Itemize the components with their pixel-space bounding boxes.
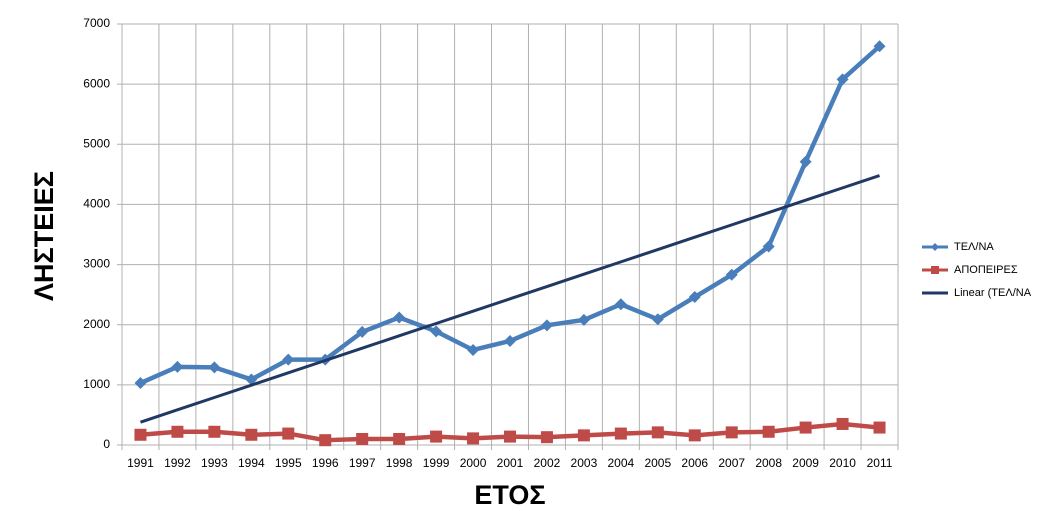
marker bbox=[762, 425, 775, 438]
legend-label: ΑΠΟΠΕΙΡΕΣ bbox=[954, 264, 1018, 276]
x-tick-label: 2002 bbox=[534, 456, 561, 470]
marker bbox=[393, 432, 406, 445]
y-tick-label: 1000 bbox=[83, 377, 110, 391]
marker bbox=[762, 240, 775, 253]
y-axis-label: ΛΗΣΤΕΙΕΣ bbox=[29, 171, 59, 301]
x-tick-label: 2008 bbox=[755, 456, 782, 470]
marker bbox=[430, 325, 443, 338]
y-tick-label: 6000 bbox=[83, 76, 110, 90]
x-tick-label: 1997 bbox=[349, 456, 376, 470]
y-tick-label: 4000 bbox=[83, 197, 110, 211]
marker bbox=[504, 430, 516, 443]
marker bbox=[836, 417, 849, 430]
marker bbox=[356, 432, 369, 445]
x-tick-label: 2005 bbox=[644, 456, 671, 470]
legend-label: ΤΕΛ/ΝΑ bbox=[954, 241, 994, 253]
marker bbox=[873, 421, 886, 434]
x-tick-label: 2003 bbox=[571, 456, 598, 470]
marker bbox=[540, 431, 553, 444]
series-line bbox=[139, 44, 882, 386]
marker bbox=[282, 353, 295, 366]
marker bbox=[540, 319, 553, 332]
marker bbox=[356, 325, 369, 338]
marker bbox=[614, 298, 627, 311]
marker bbox=[467, 343, 480, 356]
marker bbox=[504, 334, 516, 347]
marker bbox=[467, 432, 480, 445]
marker bbox=[799, 421, 812, 434]
marker bbox=[134, 377, 147, 390]
marker bbox=[799, 155, 812, 168]
marker bbox=[725, 426, 738, 439]
marker bbox=[688, 291, 701, 304]
marker bbox=[319, 434, 332, 447]
x-tick-label: 2007 bbox=[718, 456, 745, 470]
marker bbox=[245, 428, 258, 441]
marker bbox=[725, 268, 738, 281]
x-tick-label: 1998 bbox=[386, 456, 413, 470]
marker bbox=[577, 313, 590, 326]
marker bbox=[688, 429, 701, 442]
x-tick-label: 2010 bbox=[829, 456, 856, 470]
marker bbox=[134, 428, 147, 441]
x-tick-label: 2001 bbox=[497, 456, 524, 470]
marker bbox=[873, 40, 886, 53]
x-tick-label: 1995 bbox=[275, 456, 302, 470]
y-tick-label: 7000 bbox=[83, 16, 110, 30]
marker bbox=[171, 425, 184, 438]
y-tick-label: 0 bbox=[103, 437, 110, 451]
series-line bbox=[140, 174, 880, 424]
y-tick-label: 2000 bbox=[83, 317, 110, 331]
x-axis-label: ΕΤΟΣ bbox=[474, 480, 545, 510]
x-tick-label: 1996 bbox=[312, 456, 339, 470]
x-tick-label: 2004 bbox=[608, 456, 635, 470]
legend-label: Linear (ΤΕΛ/ΝΑ bbox=[954, 287, 1032, 299]
x-tick-label: 1992 bbox=[164, 456, 191, 470]
marker bbox=[836, 73, 849, 86]
marker bbox=[245, 373, 258, 386]
x-tick-label: 2009 bbox=[792, 456, 819, 470]
marker bbox=[393, 311, 406, 324]
y-tick-label: 5000 bbox=[83, 136, 110, 150]
marker bbox=[651, 313, 664, 326]
x-tick-label: 1994 bbox=[238, 456, 265, 470]
legend-marker bbox=[931, 243, 939, 251]
marker bbox=[651, 426, 664, 439]
x-tick-label: 1991 bbox=[127, 456, 154, 470]
marker bbox=[430, 430, 443, 443]
x-tick-label: 1999 bbox=[423, 456, 450, 470]
marker bbox=[282, 427, 295, 440]
x-tick-label: 2000 bbox=[460, 456, 487, 470]
legend-marker bbox=[931, 266, 939, 274]
marker bbox=[614, 427, 627, 440]
marker bbox=[171, 360, 184, 373]
y-tick-label: 3000 bbox=[83, 257, 110, 271]
marker bbox=[208, 361, 221, 374]
x-tick-label: 2006 bbox=[681, 456, 708, 470]
x-tick-label: 2011 bbox=[867, 456, 893, 470]
marker bbox=[577, 429, 590, 442]
x-tick-label: 1993 bbox=[201, 456, 228, 470]
marker bbox=[208, 425, 221, 438]
